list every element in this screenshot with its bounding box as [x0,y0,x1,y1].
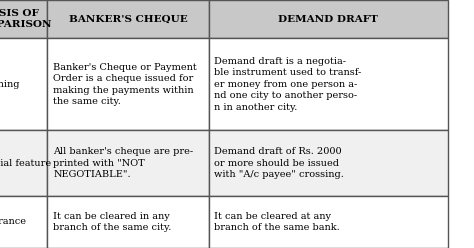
Text: Meaning: Meaning [0,80,20,89]
Text: Special feature: Special feature [0,158,51,168]
Text: It can be cleared at any
branch of the same bank.: It can be cleared at any branch of the s… [214,212,340,232]
Bar [47,38,209,130]
Bar [0,0,47,38]
Bar [47,196,209,248]
Text: It can be cleared in any
branch of the same city.: It can be cleared in any branch of the s… [53,212,172,232]
Bar [209,38,448,130]
Text: All banker's cheque are pre-
printed with "NOT
NEGOTIABLE".: All banker's cheque are pre- printed wit… [53,147,193,179]
Bar [0,38,47,130]
Bar [47,130,209,196]
Text: DEMAND DRAFT: DEMAND DRAFT [278,15,378,24]
Text: BASIS OF
COMPARISON: BASIS OF COMPARISON [0,9,53,30]
Bar [209,130,448,196]
Text: Clearance: Clearance [0,217,26,226]
Bar [209,196,448,248]
Text: Demand draft is a negotia-
ble instrument used to transf-
er money from one pers: Demand draft is a negotia- ble instrumen… [214,57,362,112]
Bar [0,196,47,248]
Bar [209,0,448,38]
Text: Demand draft of Rs. 2000
or more should be issued
with "A/c payee" crossing.: Demand draft of Rs. 2000 or more should … [214,147,344,179]
Bar [0,130,47,196]
Text: BANKER'S CHEQUE: BANKER'S CHEQUE [69,15,187,24]
Bar [47,0,209,38]
Text: Banker's Cheque or Payment
Order is a cheque issued for
making the payments with: Banker's Cheque or Payment Order is a ch… [53,63,197,106]
